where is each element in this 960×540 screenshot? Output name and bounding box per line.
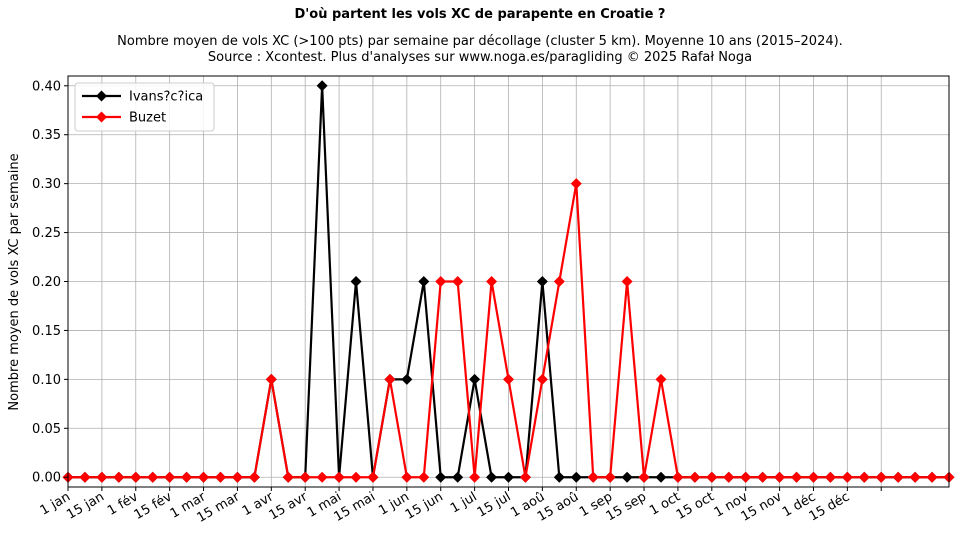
data-point <box>214 471 226 483</box>
chart-subtitle-line1: Nombre moyen de vols XC (>100 pts) par s… <box>117 34 843 49</box>
data-point <box>418 276 430 287</box>
data-point <box>486 276 498 287</box>
y-tick-label: 0.40 <box>32 79 61 94</box>
data-point <box>265 373 277 385</box>
data-point <box>486 471 498 483</box>
data-point <box>536 373 548 385</box>
data-point <box>875 471 887 483</box>
y-tick-label: 0.00 <box>32 471 61 486</box>
data-point <box>774 471 786 483</box>
data-point <box>621 471 633 483</box>
y-tick-label: 0.15 <box>32 324 61 339</box>
x-tick-label: 15 jun <box>403 489 446 522</box>
data-point <box>689 471 701 483</box>
data-point <box>333 471 345 483</box>
data-point <box>604 471 616 483</box>
x-tick-label: 15 fév <box>132 489 175 523</box>
data-point <box>401 373 413 385</box>
data-point <box>282 471 294 483</box>
legend-label-0: Ivans?c?ica <box>129 90 203 105</box>
data-point <box>909 471 921 483</box>
y-tick-label: 0.20 <box>32 275 61 290</box>
data-point <box>316 471 328 483</box>
y-axis-label: Nombre moyen de vols XC par semaine <box>7 153 22 410</box>
data-point <box>503 373 514 385</box>
chart-title: D'où partent les vols XC de parapente en… <box>295 7 666 22</box>
data-point <box>519 471 531 483</box>
data-point <box>570 178 582 190</box>
y-tick-label: 0.10 <box>32 373 61 388</box>
data-point <box>147 471 159 483</box>
y-tick-label: 0.35 <box>32 128 61 143</box>
data-point <box>350 276 362 287</box>
data-point <box>299 471 311 483</box>
data-point <box>807 471 819 483</box>
data-point <box>248 471 260 483</box>
data-point <box>655 471 667 483</box>
data-point <box>384 373 396 385</box>
data-point <box>418 471 430 483</box>
data-point <box>435 471 447 483</box>
x-tick-label: 1 jul <box>448 489 480 516</box>
legend-marker-1 <box>96 111 107 123</box>
y-tick-label: 0.30 <box>32 177 61 192</box>
x-tick-label: 15 oct <box>674 489 717 522</box>
data-point <box>892 471 904 483</box>
data-point <box>824 471 836 483</box>
chart-subtitle-line2: Source : Xcontest. Plus d'analyses sur w… <box>208 50 752 65</box>
data-point <box>367 471 379 483</box>
y-tick-label: 0.25 <box>32 226 61 241</box>
data-point <box>164 471 176 483</box>
data-point <box>553 276 565 287</box>
data-point <box>638 471 650 483</box>
data-point <box>350 471 362 483</box>
legend-marker-0 <box>96 90 107 102</box>
data-point <box>791 471 803 483</box>
data-point <box>452 276 464 287</box>
legend-label-1: Buzet <box>129 111 166 126</box>
plot-area: 0.000.050.100.150.200.250.300.350.401 ja… <box>32 75 955 526</box>
data-point <box>503 471 514 483</box>
data-point <box>926 471 938 483</box>
data-point <box>570 471 582 483</box>
data-point <box>79 471 91 483</box>
x-tick-label: 15 jul <box>475 489 514 520</box>
data-point <box>469 373 481 385</box>
data-point <box>655 373 667 385</box>
data-point <box>553 471 565 483</box>
data-point <box>435 276 447 287</box>
data-point <box>841 471 853 483</box>
data-point <box>740 471 752 483</box>
data-point <box>587 471 599 483</box>
data-point <box>96 471 108 483</box>
data-point <box>401 471 413 483</box>
data-point <box>757 471 769 483</box>
data-point <box>858 471 870 483</box>
data-point <box>452 471 464 483</box>
data-point <box>621 276 633 287</box>
data-point <box>231 471 243 483</box>
x-tick-label: 15 jan <box>64 489 107 522</box>
data-point <box>316 80 328 92</box>
data-point <box>536 276 548 287</box>
x-tick-label: 15 avr <box>267 489 311 523</box>
data-point <box>181 471 193 483</box>
y-tick-label: 0.05 <box>32 422 61 437</box>
data-point <box>198 471 210 483</box>
data-point <box>130 471 142 483</box>
data-point <box>113 471 125 483</box>
data-point <box>672 471 684 483</box>
data-point <box>706 471 718 483</box>
data-point <box>469 471 481 483</box>
data-point <box>723 471 735 483</box>
